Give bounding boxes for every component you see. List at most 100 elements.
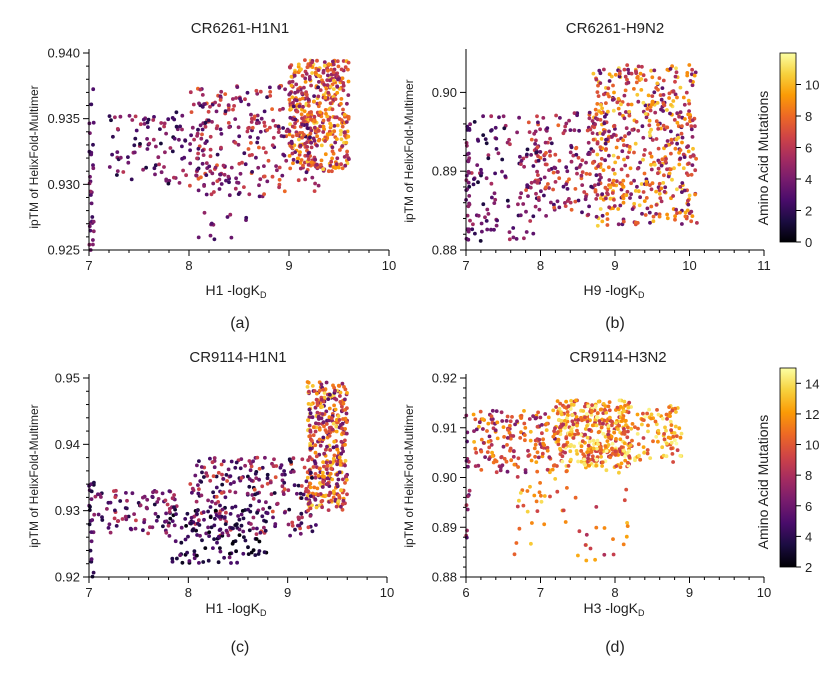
data-point <box>310 60 314 65</box>
data-point <box>127 113 132 118</box>
data-point <box>663 425 667 430</box>
data-point <box>204 161 209 166</box>
data-point <box>522 236 526 241</box>
data-point <box>282 510 287 515</box>
data-point <box>225 479 230 483</box>
data-point <box>574 449 579 453</box>
data-point <box>324 430 329 435</box>
data-point <box>164 519 169 524</box>
data-point <box>258 89 263 94</box>
data-point <box>620 149 625 154</box>
data-point <box>608 196 613 201</box>
data-point <box>180 127 184 132</box>
data-point <box>303 177 308 182</box>
data-point <box>310 529 315 534</box>
data-point <box>290 523 295 528</box>
colorbar-tick-label-bottom: 2 <box>805 560 812 575</box>
data-point <box>242 151 247 156</box>
data-point <box>249 141 253 145</box>
data-point <box>605 191 609 195</box>
data-point <box>339 97 344 101</box>
data-point <box>648 220 652 225</box>
data-point <box>675 120 680 125</box>
chart-title-d: CR9114-H3N2 <box>569 349 666 366</box>
data-point <box>493 428 498 433</box>
data-point <box>211 546 215 550</box>
data-point <box>654 137 659 141</box>
data-point <box>217 103 222 108</box>
data-point <box>346 60 351 65</box>
data-point <box>151 137 156 142</box>
data-point <box>628 196 632 200</box>
data-point <box>199 465 204 469</box>
data-point <box>518 213 523 218</box>
data-point <box>595 411 600 415</box>
data-point <box>249 464 254 469</box>
data-point <box>310 476 314 480</box>
data-point <box>299 158 304 162</box>
data-point <box>181 168 186 173</box>
data-point <box>286 488 291 493</box>
data-point <box>170 556 175 561</box>
x-tick-label-c: 8 <box>185 585 192 600</box>
data-point <box>530 521 534 525</box>
data-point <box>217 515 221 519</box>
data-point <box>690 118 695 123</box>
data-point <box>144 505 149 510</box>
data-point <box>220 472 224 477</box>
data-point <box>664 143 668 148</box>
data-point <box>607 79 612 83</box>
data-point <box>556 170 560 174</box>
data-point <box>479 167 483 172</box>
y-tick-label-a: 0.940 <box>47 46 80 61</box>
data-point <box>322 451 327 456</box>
data-point <box>508 436 513 441</box>
data-point <box>525 489 530 493</box>
data-point <box>251 548 256 552</box>
data-point <box>660 416 665 421</box>
data-point <box>657 76 662 80</box>
data-point <box>89 497 94 501</box>
data-point <box>164 530 169 535</box>
data-point <box>594 214 599 219</box>
data-point <box>477 420 482 425</box>
data-point <box>661 78 666 83</box>
data-point <box>678 210 682 215</box>
data-point <box>241 516 246 521</box>
data-point <box>316 68 321 72</box>
data-point <box>277 185 281 190</box>
data-point <box>321 435 326 440</box>
data-point <box>642 153 646 157</box>
data-point <box>599 103 603 107</box>
data-point <box>598 445 602 449</box>
data-point <box>563 450 567 455</box>
data-point <box>321 494 326 498</box>
data-point <box>607 400 612 404</box>
data-point <box>282 189 287 194</box>
data-point <box>262 124 267 128</box>
data-point <box>91 238 95 242</box>
data-point <box>313 405 318 410</box>
data-point <box>608 455 613 460</box>
data-point <box>309 402 313 407</box>
data-point <box>555 411 560 416</box>
data-point <box>598 451 603 455</box>
data-point <box>224 178 228 183</box>
data-point <box>218 172 223 177</box>
data-point <box>164 511 169 516</box>
data-point <box>229 459 234 464</box>
data-point <box>329 67 334 72</box>
data-point <box>604 468 609 473</box>
data-point <box>665 212 669 217</box>
data-point <box>172 505 176 509</box>
data-point <box>309 145 314 150</box>
y-tick-label-d: 0.91 <box>432 420 457 435</box>
data-point <box>312 485 317 490</box>
data-point <box>467 194 472 198</box>
data-point <box>633 458 637 463</box>
data-point <box>130 118 135 122</box>
data-point <box>297 104 302 109</box>
data-point <box>651 439 655 444</box>
data-point <box>254 121 259 126</box>
colorbar-label-top: Amino Acid Mutations <box>755 91 771 226</box>
